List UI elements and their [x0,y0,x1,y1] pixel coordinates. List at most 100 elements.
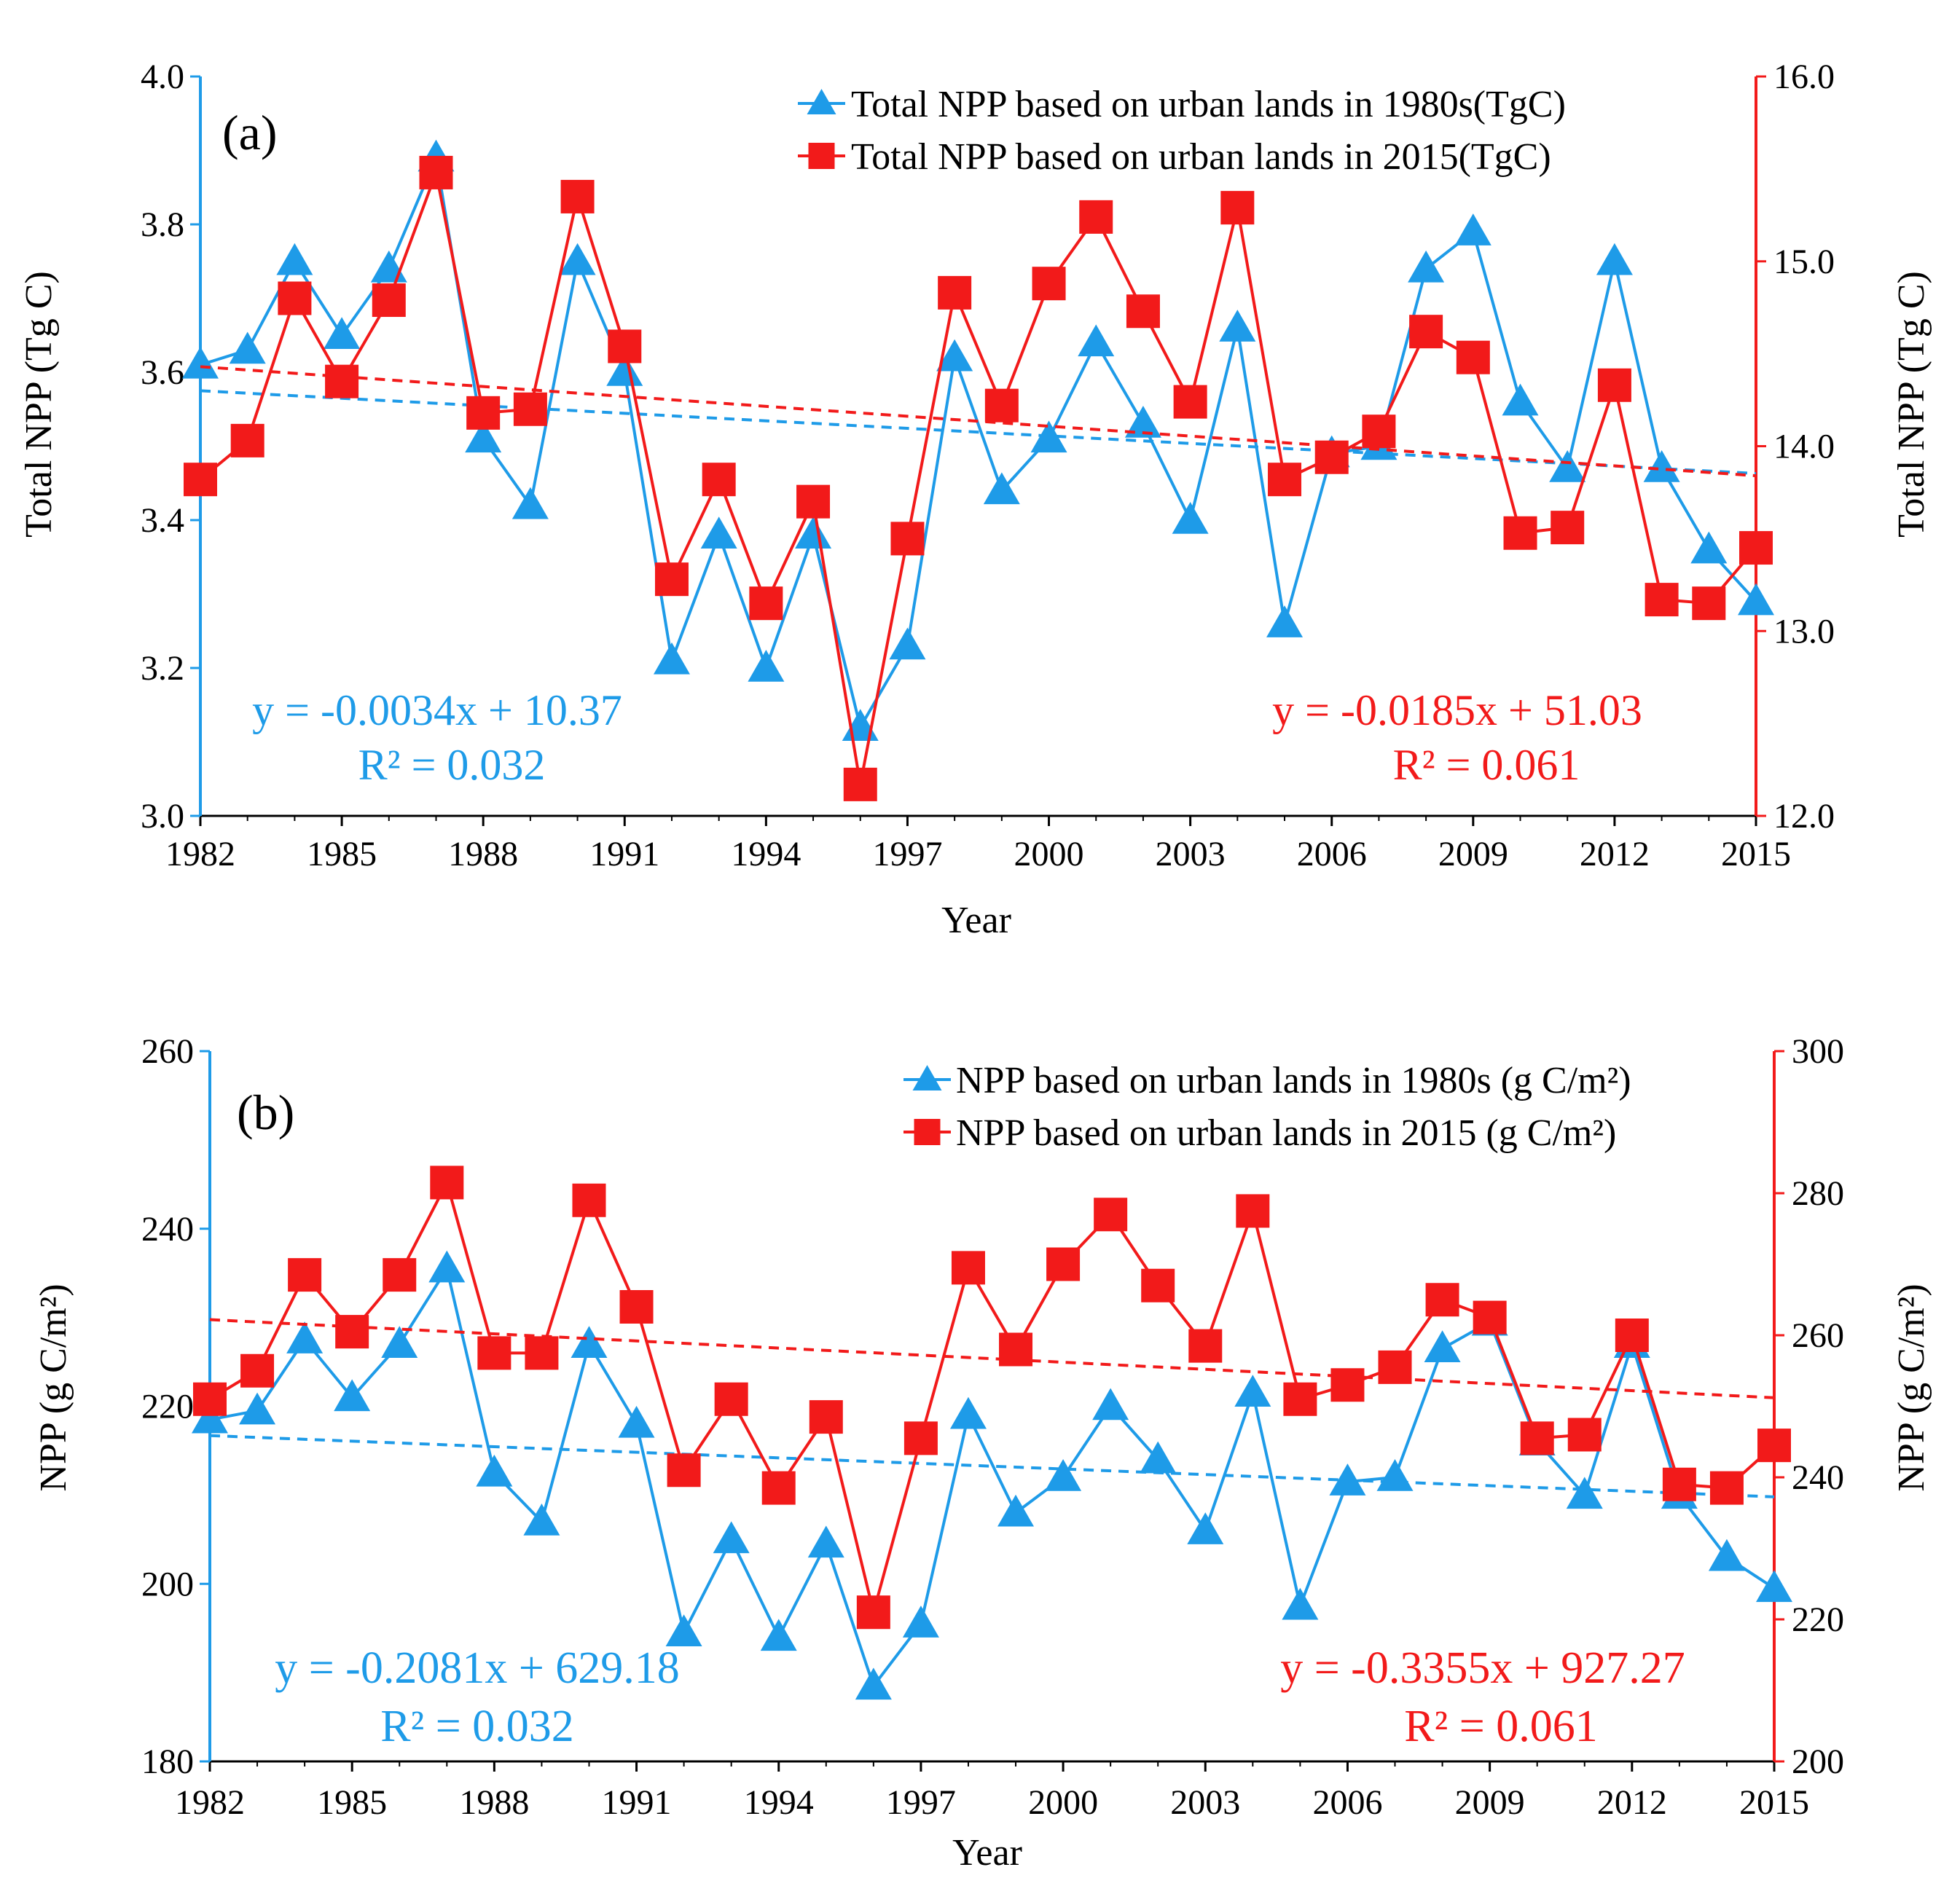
panel-b-blue-triangle-point [334,1379,371,1412]
panel-a-red-square-point [1692,586,1726,621]
panel-b-blue-triangle-point [1045,1459,1082,1491]
panel-b-red-square-point [856,1595,890,1630]
panel-a-blue-triangle-point [1690,531,1728,564]
panel-b-x-tick-label: 2012 [1597,1783,1667,1822]
panel-a-red-square-point [984,388,1019,423]
panel-b-x-tick-label: 1994 [744,1783,814,1822]
panel-a-left-y-tick-label: 3.6 [141,353,184,392]
panel-b-x-tick-label: 2000 [1028,1783,1098,1822]
panel-b-red-trend-r2: R² = 0.061 [1404,1702,1597,1751]
panel-b-x-tick-label: 2003 [1170,1783,1240,1822]
panel-a-blue-triangle-point [748,650,785,682]
panel-b-left-y-tick-label: 200 [141,1565,194,1603]
panel-b-red-square-point [1046,1247,1081,1281]
panel-b-blue-triangle-point [192,1401,228,1434]
panel-a-red-square-point [1645,583,1679,617]
panel-a-red-square-point [1126,294,1160,329]
panel-b-label: (b) [237,1085,294,1140]
panel-b-red-trend-equation: y = -0.3355x + 927.27 [1280,1643,1685,1693]
panel-a-right-y-tick-label: 12.0 [1773,797,1835,836]
panel-a-blue-triangle-point [1549,449,1586,482]
panel-b-blue-triangle-point [476,1454,513,1487]
panel-b-red-square-point [619,1290,654,1324]
panel-a-blue-triangle-point [511,487,549,519]
panel-a-legend-label-1980s: Total NPP based on urban lands in 1980s(… [851,84,1566,125]
panel-a-blue-triangle-point [1078,324,1115,357]
panel-b-blue-triangle-point [902,1606,939,1638]
panel-b-x-tick-label: 2015 [1739,1783,1809,1822]
panel-b-blue-triangle-point [713,1521,750,1554]
panel-b-blue-triangle-point [286,1321,324,1353]
panel-a-left-y-tick-label: 3.8 [141,205,184,244]
panel-b-red-trend-line [209,1318,1775,1399]
panel-b-blue-triangle-point [618,1405,655,1438]
panel-a-red-square-point [1551,511,1585,545]
panel-a-blue-triangle-point [606,354,643,386]
panel-b-blue-triangle-point [807,1525,844,1558]
panel-a-red-square-point [1409,315,1443,349]
panel-b-red-square-point [809,1400,843,1434]
panel-b-blue-triangle-point [949,1396,987,1429]
panel-a-blue-triangle-point [1738,583,1774,616]
panel-b-red-square-point [430,1166,464,1200]
panel-a-left-y-tick-label: 3.2 [141,649,184,688]
panel-b-legend-label-2015: NPP based on urban lands in 2015 (g C/m²… [956,1112,1616,1154]
panel-a-legend-blue-triangle-icon [807,89,836,114]
panel-a-right-y-tick-label: 16.0 [1773,58,1835,96]
panel-a-chart: 1982 1985 1988 1991 1994 1997 2000 2003 2006 2009… [18,58,1932,941]
panel-a-blue-triangle-point [936,339,973,372]
panel-a-red-trend-line [200,365,1757,478]
panel-b-blue-triangle-point [1329,1463,1366,1496]
panel-b-left-y-tick-label: 260 [141,1032,194,1071]
panel-b-blue-triangle-point [1424,1330,1461,1363]
panel-b-x-tick-label: 2009 [1455,1783,1525,1822]
panel-a-x-tick-label: 2000 [1014,835,1084,873]
panel-b-red-square-point [1378,1350,1412,1384]
panel-b-red-series-line [208,1181,1776,1614]
panel-b-red-square-point [1615,1319,1649,1352]
panel-a-red-trend-equation: y = -0.0185x + 51.03 [1272,686,1642,734]
panel-b-red-square-point [1236,1194,1270,1228]
panel-a-red-square-point [466,396,501,430]
panel-a-legend-red-square-icon [808,143,835,169]
panel-a-red-trend-r2: R² = 0.061 [1393,741,1580,789]
panel-a-blue-triangle-point [559,243,596,275]
panel-a-x-tick-label: 2012 [1580,835,1650,873]
panel-b-red-square-point [288,1258,322,1292]
panel-a-blue-triangle-point [1408,250,1445,283]
panel-a-blue-triangle-point [889,627,926,660]
panel-a-red-square-point [1079,200,1113,234]
panel-a-x-axis-title: Year [941,900,1011,941]
panel-b-right-axis-title: NPP (g C/m²) [1891,1284,1932,1491]
panel-a-blue-triangle-point [465,420,502,453]
panel-b-blue-triangle-point [1092,1388,1129,1420]
panel-b-red-square-point [1520,1421,1554,1455]
panel-a-red-square-point [608,329,642,363]
panel-b-blue-triangle-point [381,1326,418,1358]
panel-a-blue-trend-equation: y = -0.0034x + 10.37 [252,686,622,734]
panel-a-red-square-point [1597,368,1631,402]
panel-b-x-tick-label: 1982 [175,1783,245,1822]
panel-a-red-square-point [890,522,925,556]
panel-a-x-tick-label: 1988 [448,835,518,873]
panel-b-red-square-point [761,1471,796,1505]
panel-a-blue-triangle-point [324,317,361,349]
panel-b-red-square-point [477,1336,511,1370]
panel-b-red-square-point [1473,1300,1507,1335]
panel-b-x-tick-label: 1997 [886,1783,956,1822]
panel-a-x-tick-label: 2003 [1156,835,1226,873]
panel-b-blue-triangle-point [239,1392,276,1425]
panel-a-blue-triangle-point [1266,605,1304,637]
panel-b-red-square-point [951,1251,985,1285]
panel-b-red-square-point [1094,1198,1128,1232]
panel-a-red-square-point [796,484,831,519]
panel-b-red-square-point [1757,1429,1791,1463]
panel-b-red-square-point [383,1258,417,1292]
panel-b-red-square-point [1330,1368,1365,1402]
panel-b-red-square-point [1567,1418,1602,1452]
panel-a-right-y-tick-label: 13.0 [1773,612,1835,651]
panel-a-red-square-point [230,423,264,457]
panel-b-right-y-tick-label: 200 [1792,1742,1844,1781]
panel-a-red-series-line [199,170,1757,786]
panel-b-blue-triangle-point [1140,1441,1177,1474]
